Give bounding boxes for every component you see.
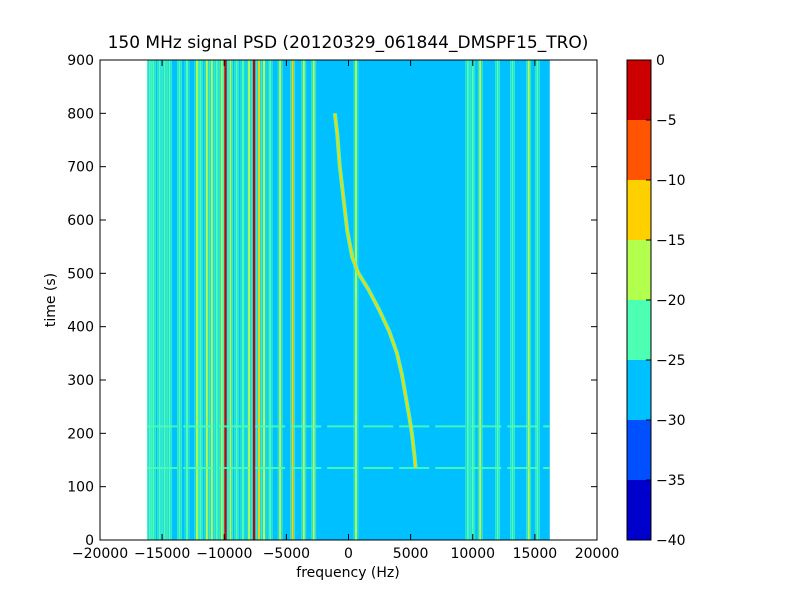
x-tick-label: 5000 — [393, 546, 429, 562]
x-tick-label: −5000 — [263, 546, 310, 562]
colorbar-tick-label: −10 — [656, 173, 686, 189]
x-tick-label: 15000 — [513, 546, 558, 562]
x-tick-label: −15000 — [134, 546, 190, 562]
x-tick-label: 0 — [344, 546, 353, 562]
colorbar-band — [627, 300, 651, 360]
colorbar-band — [627, 180, 651, 240]
y-tick-label: 0 — [85, 533, 94, 549]
x-tick-label: −20000 — [72, 546, 128, 562]
y-axis: 0 100 200 300 400 500 600 700 800 900 — [67, 53, 597, 549]
y-tick-label: 500 — [67, 266, 94, 282]
colorbar-band — [627, 120, 651, 180]
x-tick-label: 20000 — [575, 546, 620, 562]
y-tick-label: 600 — [67, 213, 94, 229]
colorbar-band — [627, 420, 651, 480]
colorbar-tick-label: −35 — [656, 473, 686, 489]
colorbar-tick-label: −30 — [656, 413, 686, 429]
colorbar-band — [627, 60, 651, 120]
colorbar-band — [627, 360, 651, 420]
colorbar-band — [627, 240, 651, 300]
y-axis-label: time (s) — [43, 273, 59, 327]
colorbar: −40 −35 −30 −25 −20 −15 −10 −5 0 — [626, 53, 686, 549]
heatmap-layer — [147, 60, 550, 540]
colorbar-band — [627, 480, 651, 540]
y-tick-label: 400 — [67, 320, 94, 336]
y-tick-label: 700 — [67, 160, 94, 176]
x-axis-label: frequency (Hz) — [296, 565, 399, 581]
x-tick-label: 10000 — [450, 546, 495, 562]
colorbar-tick-label: −25 — [656, 353, 686, 369]
colorbar-tick-label: 0 — [656, 53, 665, 69]
y-tick-label: 300 — [67, 373, 94, 389]
y-tick-label: 100 — [67, 480, 94, 496]
x-tick-label: −10000 — [196, 546, 252, 562]
chart-title: 150 MHz signal PSD (20120329_061844_DMSP… — [108, 33, 589, 53]
y-tick-label: 800 — [67, 106, 94, 122]
y-tick-label: 900 — [67, 53, 94, 69]
colorbar-tick-label: −40 — [656, 533, 686, 549]
colorbar-tick-label: −15 — [656, 233, 686, 249]
x-axis: −20000 −15000 −10000 −5000 0 5000 10000 15000 20… — [72, 60, 619, 562]
colorbar-tick-label: −20 — [656, 293, 686, 309]
y-tick-label: 200 — [67, 426, 94, 442]
colorbar-tick-label: −5 — [656, 113, 677, 129]
doppler-trace — [333, 113, 417, 469]
